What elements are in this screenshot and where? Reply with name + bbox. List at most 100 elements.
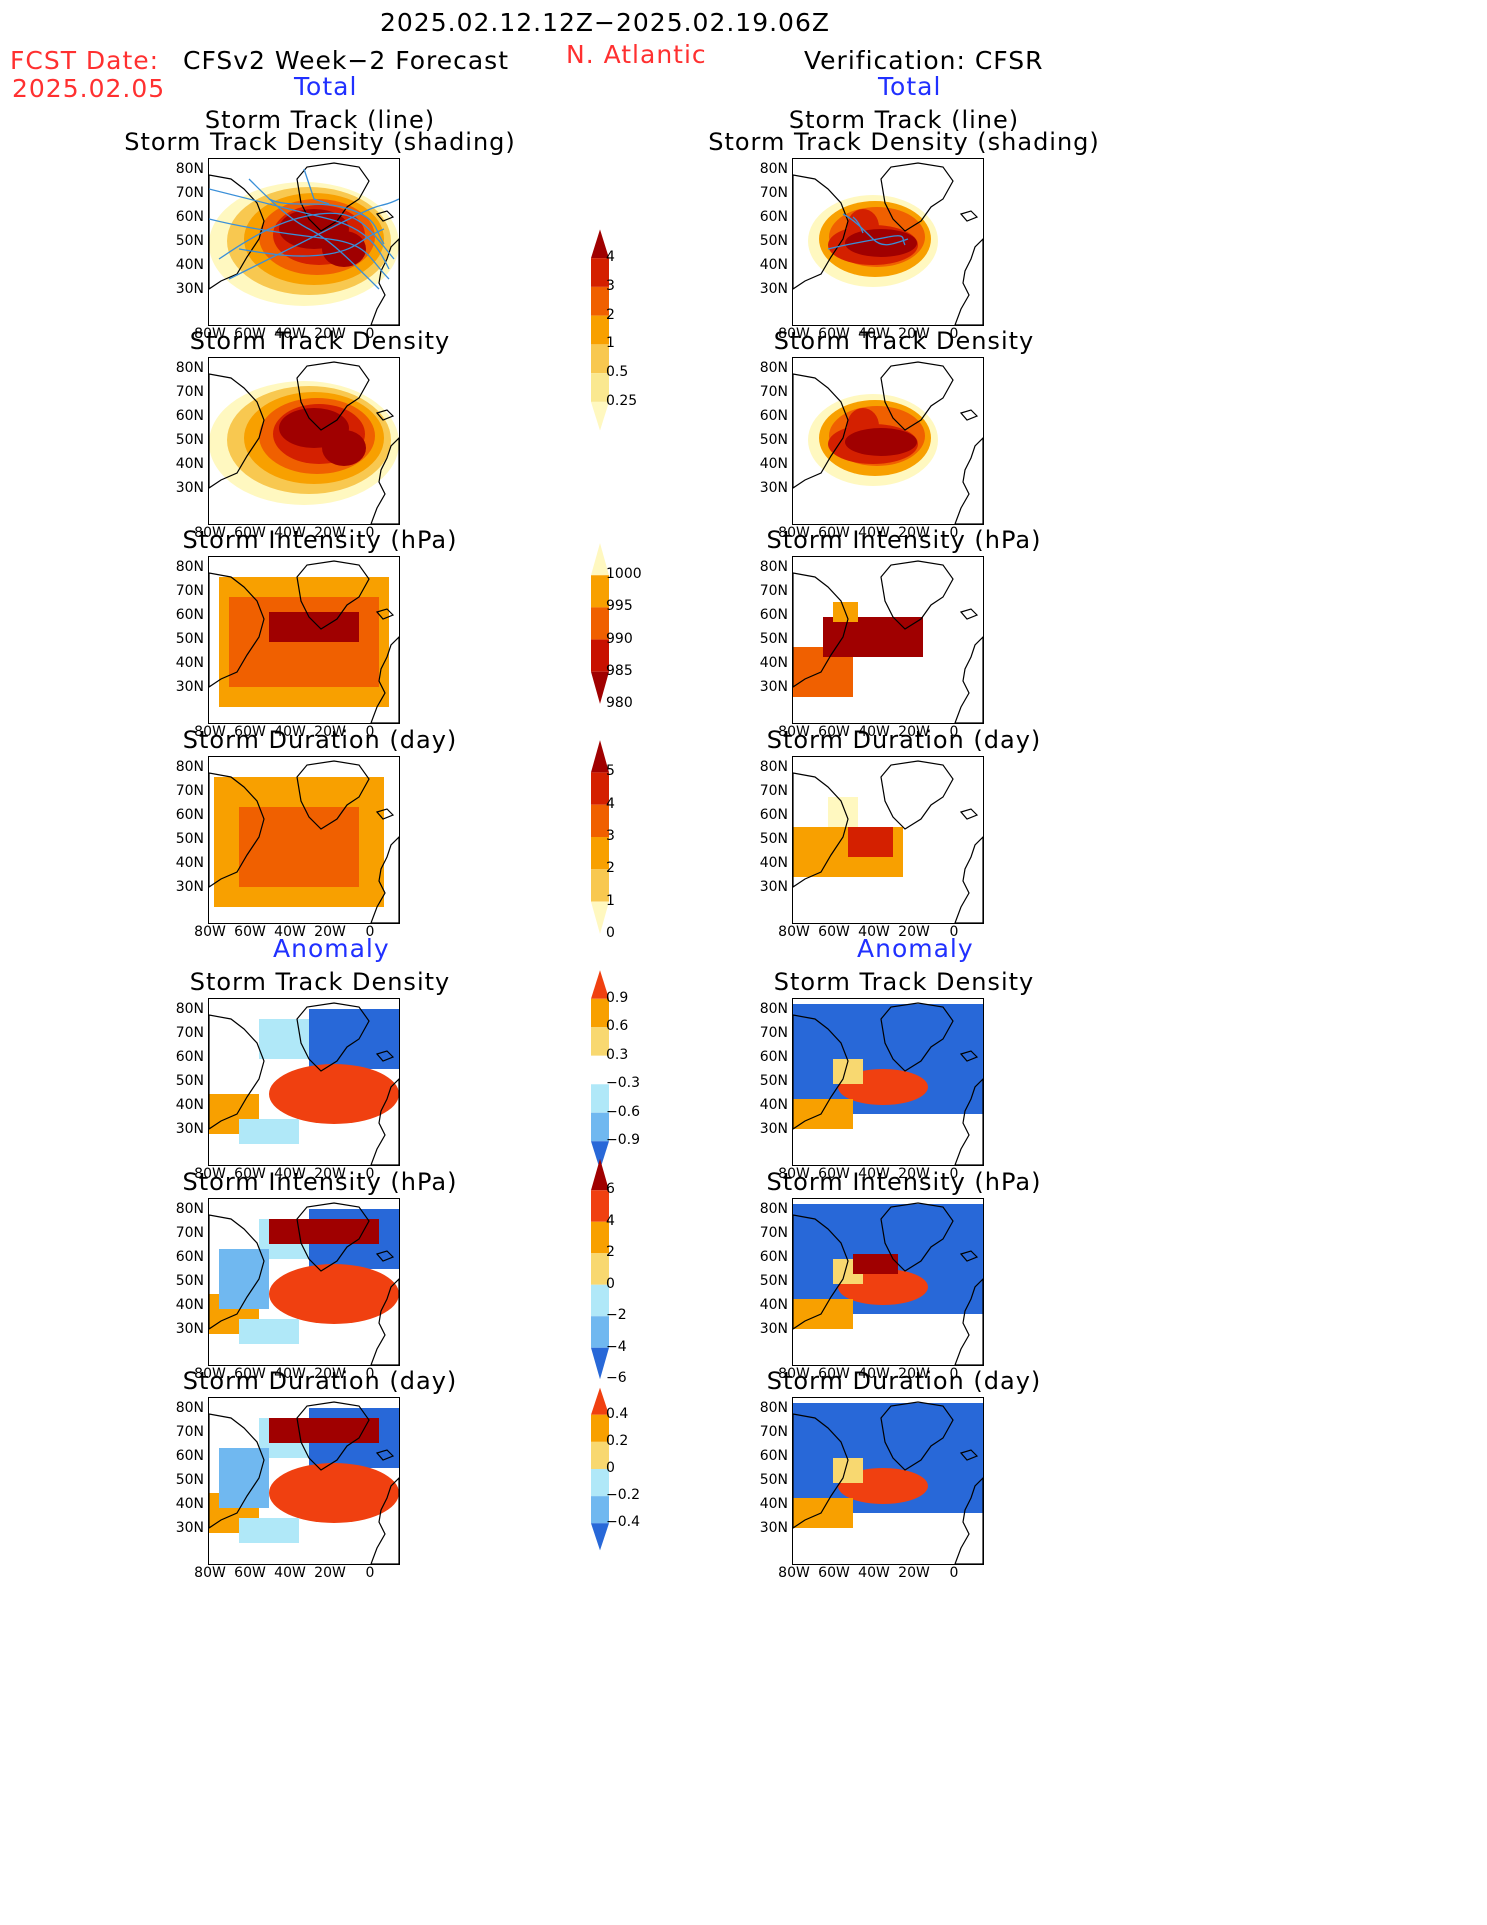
lon-tick-label: 0 — [365, 1366, 375, 1382]
colorbar-duration-anom: 0.4 0.2 0 −0.2 −0.4 — [588, 1374, 648, 1564]
duration-anomaly-map-verification — [792, 1397, 984, 1565]
right-anomaly-label: Anomaly — [857, 934, 974, 963]
lat-tick-label: 40N — [759, 1297, 788, 1313]
colorbar-swatch — [591, 1055, 609, 1085]
lon-tick-label: 20W — [898, 924, 930, 940]
lat-tick-label: 40N — [175, 855, 204, 871]
lat-tick-label: 40N — [759, 655, 788, 671]
lat-tick-label: 50N — [759, 831, 788, 847]
lat-tick-label: 80N — [175, 360, 204, 376]
lon-tick-label: 20W — [898, 1366, 930, 1382]
lon-tick-label: 20W — [314, 724, 346, 740]
title-density-anom-left: Storm Track Density — [189, 968, 451, 996]
density-anomaly-map-verification — [792, 998, 984, 1166]
map-field — [793, 1401, 983, 1564]
lat-tick-label: 60N — [759, 607, 788, 623]
lat-tick-label: 80N — [759, 1400, 788, 1416]
colorbar-label: 1 — [606, 892, 615, 909]
date-range-title: 2025.02.12.12Z−2025.02.19.06Z — [380, 8, 830, 37]
lat-tick-label: 50N — [759, 233, 788, 249]
colorbar-swatch — [591, 575, 609, 608]
lon-tick-label: 80W — [778, 326, 810, 342]
colorbar-label: −0.2 — [606, 1487, 640, 1504]
lat-tick-label: 70N — [175, 783, 204, 799]
title-density-anom-right: Storm Track Density — [773, 968, 1035, 996]
colorbar-label: 0.5 — [606, 364, 629, 381]
colorbar-swatch — [591, 998, 609, 1028]
lat-tick-label: 80N — [175, 559, 204, 575]
right-column-title: Verification: CFSR — [804, 46, 1044, 75]
lon-tick-label: 40W — [274, 525, 306, 541]
lat-tick-label: 40N — [759, 855, 788, 871]
lat-tick-label: 40N — [175, 1496, 204, 1512]
colorbar-swatch — [591, 901, 609, 934]
lon-tick-label: 0 — [949, 525, 959, 541]
colorbar-swatch — [591, 1027, 609, 1056]
lat-tick-label: 50N — [759, 631, 788, 647]
colorbar-density-total: 4 3 2 1 0.5 0.25 — [588, 215, 648, 445]
lat-tick-label: 40N — [759, 257, 788, 273]
left-anomaly-label: Anomaly — [273, 934, 390, 963]
fcst-date-label: FCST Date: — [10, 46, 160, 75]
colorbar-label: 0.4 — [606, 1405, 629, 1422]
lon-tick-label: 60W — [818, 1565, 850, 1581]
colorbar-label: 1000 — [606, 566, 642, 583]
colorbar-label: 0 — [606, 1460, 615, 1476]
lat-tick-label: 80N — [175, 161, 204, 177]
lon-tick-label: 40W — [858, 724, 890, 740]
lat-tick-label: 70N — [759, 583, 788, 599]
region-title: N. Atlantic — [566, 40, 707, 69]
lat-tick-label: 70N — [759, 185, 788, 201]
storm-duration-map-forecast — [208, 756, 400, 924]
lon-tick-label: 40W — [274, 1166, 306, 1182]
title-density-right: Storm Track Density — [773, 327, 1035, 355]
map-field — [209, 560, 399, 723]
colorbar-label: 0.25 — [606, 392, 638, 409]
title-track-shading-left: Storm Track Density (shading) — [124, 128, 516, 156]
map-field — [209, 1202, 399, 1365]
lat-tick-label: 30N — [759, 1321, 788, 1337]
title-intensity-right: Storm Intensity (hPa) — [766, 526, 1042, 554]
colorbar-label: 2 — [606, 306, 615, 323]
title-track-line-left: Storm Track (line) — [204, 106, 436, 134]
colorbar-swatch — [591, 837, 609, 870]
colorbar-swatch — [591, 1253, 609, 1285]
lat-tick-label: 70N — [759, 1225, 788, 1241]
lon-tick-label: 40W — [274, 924, 306, 940]
colorbar-label: 0 — [606, 924, 615, 941]
colorbar-label: 4 — [606, 1212, 615, 1229]
colorbar-swatch — [591, 740, 609, 773]
colorbar-swatch — [591, 258, 609, 287]
title-intensity-anom-right: Storm Intensity (hPa) — [766, 1168, 1042, 1196]
lon-tick-label: 80W — [194, 924, 226, 940]
left-total-label: Total — [294, 72, 358, 101]
lon-tick-label: 20W — [314, 1366, 346, 1382]
title-duration-anom-left: Storm Duration (day) — [182, 1367, 458, 1395]
colorbar-label: 2 — [606, 1244, 615, 1261]
lon-tick-label: 60W — [818, 326, 850, 342]
lat-tick-label: 30N — [175, 281, 204, 297]
lon-tick-label: 20W — [898, 1166, 930, 1182]
colorbar-label: −0.6 — [606, 1103, 640, 1120]
map-field — [793, 361, 983, 524]
colorbar-swatch — [591, 1316, 609, 1348]
lat-tick-label: 80N — [759, 161, 788, 177]
colorbar-duration-total: 5 4 3 2 1 0 — [588, 724, 648, 950]
map-field — [793, 162, 983, 325]
lat-tick-label: 30N — [175, 679, 204, 695]
map-field — [209, 760, 399, 923]
lon-tick-label: 0 — [365, 924, 375, 940]
lat-tick-label: 70N — [759, 1025, 788, 1041]
lat-tick-label: 70N — [175, 185, 204, 201]
lat-tick-label: 50N — [175, 1472, 204, 1488]
lat-tick-label: 60N — [759, 1249, 788, 1265]
colorbar-swatch — [591, 1387, 609, 1415]
colorbar-swatch — [591, 772, 609, 805]
lat-tick-label: 30N — [175, 480, 204, 496]
lat-tick-label: 70N — [175, 384, 204, 400]
title-intensity-left: Storm Intensity (hPa) — [182, 526, 458, 554]
lat-tick-label: 80N — [759, 759, 788, 775]
lat-tick-label: 30N — [759, 1520, 788, 1536]
colorbar-swatch — [591, 804, 609, 837]
colorbar-swatch — [591, 1496, 609, 1524]
